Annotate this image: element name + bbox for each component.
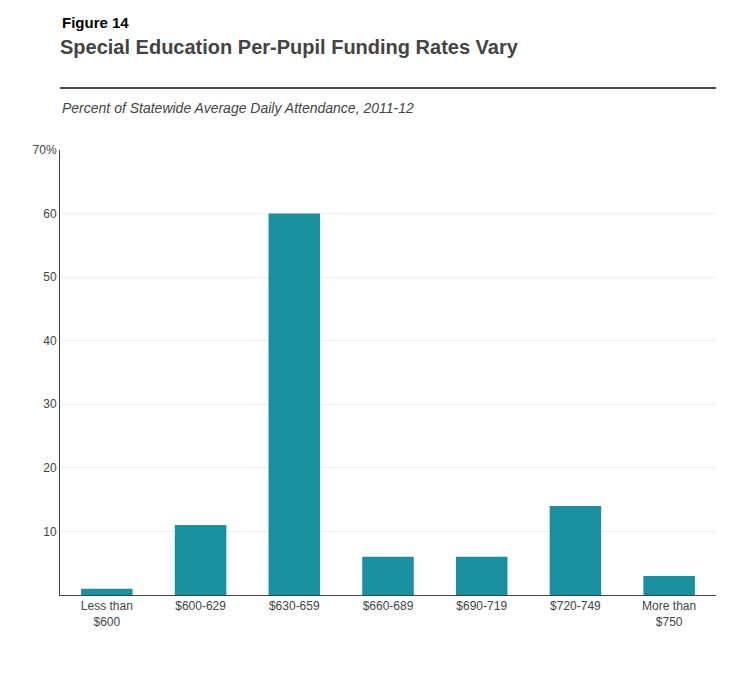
svg-text:$600-629: $600-629	[175, 599, 226, 613]
svg-text:10: 10	[43, 525, 57, 539]
svg-text:70%: 70%	[33, 143, 57, 157]
svg-text:Special Education Per-Pupil Fu: Special Education Per-Pupil Funding Rate…	[60, 36, 519, 58]
svg-text:Percent of Statewide Average D: Percent of Statewide Average Daily Atten…	[62, 100, 414, 116]
svg-text:30: 30	[43, 397, 57, 411]
svg-text:$720-749: $720-749	[550, 599, 601, 613]
svg-text:$660-689: $660-689	[363, 599, 414, 613]
svg-text:$690-719: $690-719	[456, 599, 507, 613]
svg-text:$630-659: $630-659	[269, 599, 320, 613]
svg-text:60: 60	[43, 207, 57, 221]
svg-text:40: 40	[43, 334, 57, 348]
svg-text:Less than$600: Less than$600	[81, 599, 133, 629]
svg-text:50: 50	[43, 270, 57, 284]
svg-text:More than$750: More than$750	[642, 599, 696, 629]
svg-text:20: 20	[43, 461, 57, 475]
svg-text:Figure 14: Figure 14	[62, 14, 129, 31]
